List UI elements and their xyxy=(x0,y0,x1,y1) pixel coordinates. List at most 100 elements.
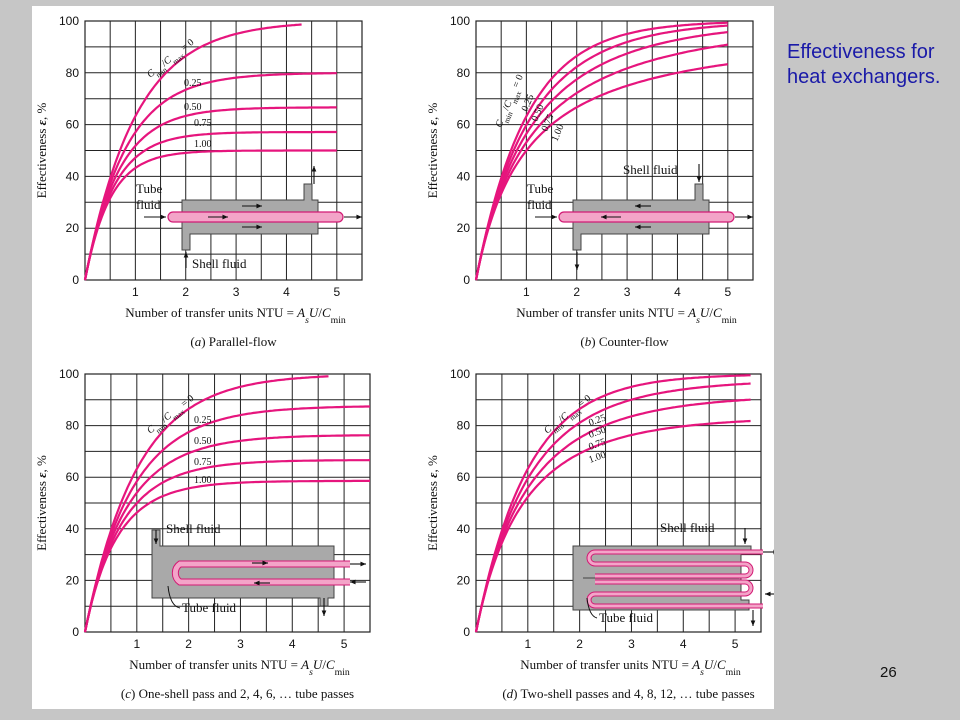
arrow-head xyxy=(635,224,641,230)
arrow-head xyxy=(360,561,366,567)
tube xyxy=(172,561,350,585)
arrow-head xyxy=(321,610,327,616)
x-tick-label: 5 xyxy=(341,637,348,651)
series-label-1-00: 1.00 xyxy=(194,139,212,150)
series-line-0-75 xyxy=(474,419,751,633)
side-caption: Effectiveness for heat exchangers. xyxy=(787,41,941,88)
plot-frame xyxy=(84,373,371,633)
ratio-title: Cmin/Cmax = 0 xyxy=(145,393,198,439)
x-tick-label: 4 xyxy=(674,285,681,299)
y-tick-label: 80 xyxy=(66,419,80,433)
x-tick-label: 3 xyxy=(624,285,631,299)
x-tick-label: 5 xyxy=(732,637,739,651)
y-axis-label: Effectiveness ε, % xyxy=(425,455,440,551)
series-line-0 xyxy=(474,21,728,281)
series-line-0-25 xyxy=(83,72,337,281)
arrow-head xyxy=(551,214,557,220)
series-line-0-50 xyxy=(474,31,728,281)
series-label-0-50: 0.50 xyxy=(194,436,212,447)
shell-body xyxy=(151,529,335,607)
y-tick-label: 0 xyxy=(72,273,79,287)
y-axis-label: Effectiveness ε, % xyxy=(34,102,49,198)
tube xyxy=(558,211,735,223)
panel-caption: (d) Two-shell passes and 4, 8, 12, … tub… xyxy=(502,686,754,701)
exchanger-diagram: Shell fluid Tube fluid xyxy=(151,521,366,616)
x-tick-label: 3 xyxy=(233,285,240,299)
y-tick-label: 40 xyxy=(66,522,80,536)
tube-fluid-label: Tube xyxy=(136,181,162,196)
x-tick-label: 4 xyxy=(283,285,290,299)
arrow-head xyxy=(696,176,702,182)
arrow-head xyxy=(160,214,166,220)
tube xyxy=(167,211,344,223)
y-tick-label: 80 xyxy=(66,66,80,80)
panel-caption: (b) Counter-flow xyxy=(580,334,669,349)
series-line-0-75 xyxy=(474,43,728,281)
y-tick-label: 60 xyxy=(66,118,80,132)
ratio-title: Cmin/Cmax = 0 xyxy=(145,37,198,83)
tube-fluid-label: fluid xyxy=(527,197,552,212)
series-line-0-50 xyxy=(474,398,751,633)
effectiveness-figure: 0 20 40 60 80 100 1 2 3 4 5 Cmin/Cmax = 0 0.25 0.50 0.… xyxy=(32,6,774,709)
y-tick-label: 40 xyxy=(457,169,471,183)
shell-fluid-label: Shell fluid xyxy=(660,520,715,535)
arrow-head xyxy=(356,214,362,220)
arrow-head xyxy=(765,591,771,597)
plot-frame xyxy=(475,20,754,281)
shell-fluid-label: Shell fluid xyxy=(623,162,678,177)
arrow-head xyxy=(256,224,262,230)
y-tick-label: 60 xyxy=(457,118,471,132)
y-tick-label: 20 xyxy=(457,573,471,587)
panel-caption: (c) One-shell pass and 2, 4, 6, … tube p… xyxy=(121,686,354,701)
series-label-0-25: 0.25 xyxy=(184,78,202,89)
tube-fluid-label: fluid xyxy=(136,197,161,212)
y-axis-label: Effectiveness ε, % xyxy=(34,455,49,551)
series-line-0-25 xyxy=(83,405,370,633)
tube-fluid-leader xyxy=(586,597,598,619)
arrow-head xyxy=(635,203,641,209)
slide-number: 26 xyxy=(880,664,897,681)
y-tick-label: 100 xyxy=(59,367,79,381)
series-line-0-50 xyxy=(83,106,337,281)
series-label-0-25: 0.25 xyxy=(194,415,212,426)
y-tick-label: 100 xyxy=(450,367,470,381)
y-tick-label: 0 xyxy=(463,273,470,287)
series-label-0-50: 0.50 xyxy=(184,102,202,113)
arrow-head xyxy=(256,203,262,209)
y-tick-label: 0 xyxy=(72,625,79,639)
tube-fluid-label: Tube fluid xyxy=(182,600,237,615)
tube-fluid-label: Tube fluid xyxy=(599,610,654,625)
tube xyxy=(587,550,763,608)
x-tick-label: 3 xyxy=(628,637,635,651)
plot-frame xyxy=(84,20,363,281)
series-label-0-75: 0.75 xyxy=(194,118,212,129)
arrow-head xyxy=(153,538,159,544)
y-tick-label: 40 xyxy=(66,169,80,183)
series-line-1-00 xyxy=(83,149,337,281)
x-axis-label: Number of transfer units NTU = AsU/Cmin xyxy=(129,657,350,678)
series-line-1-00 xyxy=(474,63,728,281)
series-line-0 xyxy=(83,23,302,281)
arrow-head xyxy=(311,166,317,172)
y-tick-label: 100 xyxy=(450,14,470,28)
arrow-head xyxy=(350,579,356,585)
arrow-head xyxy=(262,560,268,566)
series-label-1-00: 1.00 xyxy=(194,475,212,486)
series-line-0-25 xyxy=(474,382,751,633)
chart-panel-2: 0 20 40 60 80 100 1 2 3 4 5 Cmin/Cmax = 00.25 0.50 0.… xyxy=(34,367,371,701)
shell-fluid-label: Shell fluid xyxy=(192,256,247,271)
x-tick-label: 1 xyxy=(132,285,139,299)
arrow-head xyxy=(742,538,748,544)
series-line-0-25 xyxy=(474,24,728,281)
exchanger-diagram: Shell fluid Tube fluid xyxy=(572,520,774,626)
series-label-0-75: 0.75 xyxy=(194,457,212,468)
arrow-head xyxy=(601,214,607,220)
x-axis-label: Number of transfer units NTU = AsU/Cmin xyxy=(516,305,737,326)
y-axis-label: Effectiveness ε, % xyxy=(425,102,440,198)
y-tick-label: 80 xyxy=(457,66,471,80)
series-line-0 xyxy=(83,375,329,633)
arrow-head xyxy=(750,620,756,626)
